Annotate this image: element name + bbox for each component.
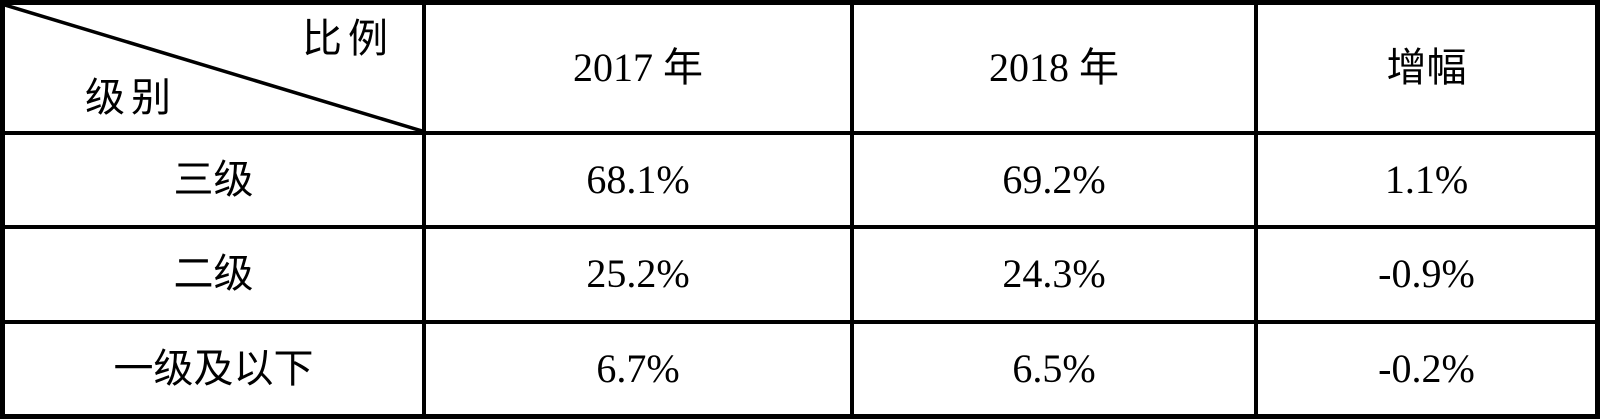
row-label-level2: 二级 xyxy=(5,229,422,320)
column-header-growth: 增幅 xyxy=(1258,5,1595,131)
cell-level3-growth: 1.1% xyxy=(1258,135,1595,226)
cell-level3-2018: 69.2% xyxy=(854,135,1254,226)
row-label-level3: 三级 xyxy=(5,135,422,226)
cell-level2-2017: 25.2% xyxy=(426,229,850,320)
cell-level2-2018: 24.3% xyxy=(854,229,1254,320)
cell-level1-2017: 6.7% xyxy=(426,323,850,414)
cell-level3-2017: 68.1% xyxy=(426,135,850,226)
cell-level1-growth: -0.2% xyxy=(1258,323,1595,414)
corner-header-cell: 比例 级别 xyxy=(5,5,422,131)
corner-label-columns: 比例 xyxy=(302,16,394,61)
cell-level1-2018: 6.5% xyxy=(854,323,1254,414)
row-label-level1-and-below: 一级及以下 xyxy=(5,323,422,414)
column-header-2017: 2017 年 xyxy=(426,5,850,131)
cell-level2-growth: -0.9% xyxy=(1258,229,1595,320)
corner-label-rows: 级别 xyxy=(85,75,177,120)
column-header-2018: 2018 年 xyxy=(854,5,1254,131)
diagonal-divider-line xyxy=(5,5,422,131)
